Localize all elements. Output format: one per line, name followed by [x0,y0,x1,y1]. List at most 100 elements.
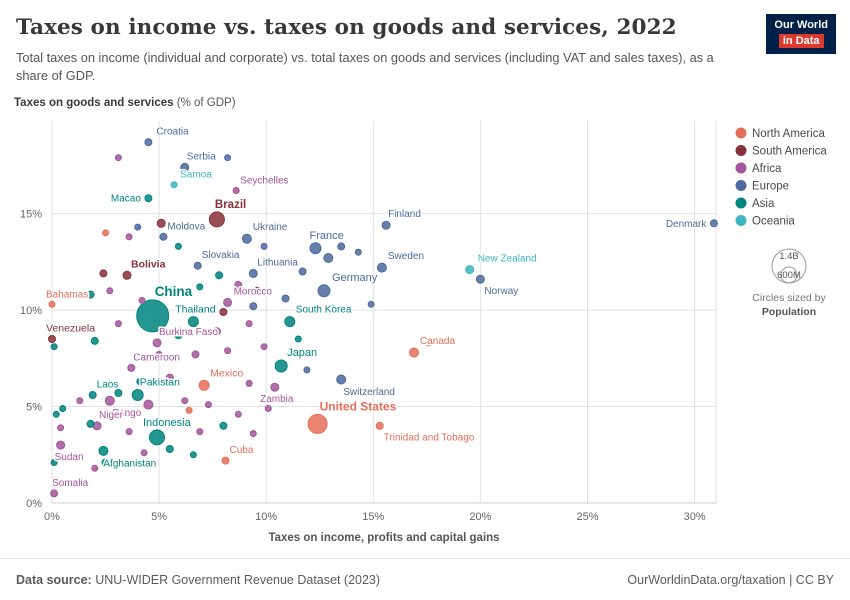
data-point[interactable] [323,252,334,263]
data-point[interactable] [245,319,253,327]
data-point[interactable] [168,287,176,295]
data-point[interactable] [336,374,347,385]
legend-label-as[interactable]: Asia [752,198,775,210]
data-point[interactable] [127,363,136,372]
data-point[interactable] [260,242,268,250]
data-point[interactable] [48,300,56,308]
data-point[interactable] [249,302,258,311]
data-point[interactable] [196,427,204,435]
data-point[interactable] [122,270,132,280]
legend-label-af[interactable]: Africa [752,163,782,175]
data-point[interactable] [307,413,328,434]
data-point[interactable] [174,331,183,340]
legend-label-oc[interactable]: Oceania [752,215,795,227]
data-point[interactable] [354,248,362,256]
data-point[interactable] [475,274,485,284]
data-point[interactable] [212,327,221,336]
data-point[interactable] [189,451,197,459]
data-point[interactable] [134,223,142,231]
data-point[interactable] [260,343,268,351]
data-point[interactable] [90,336,99,345]
legend-label-eu[interactable]: Europe [752,180,789,192]
legend-swatch-as[interactable] [735,197,747,209]
data-point[interactable] [149,429,165,446]
data-point[interactable] [248,268,258,278]
data-point[interactable] [284,315,296,327]
data-point[interactable] [159,232,168,241]
data-point[interactable] [48,334,56,343]
data-point[interactable] [219,307,228,316]
legend-label-na[interactable]: North America [752,128,825,140]
data-point[interactable] [57,424,65,432]
data-point[interactable] [221,456,230,465]
data-point[interactable] [234,410,242,418]
data-point[interactable] [76,397,84,405]
data-point[interactable] [401,433,410,442]
data-point[interactable] [50,343,58,351]
footer-link[interactable]: OurWorldinData.org/taxation | CC BY [627,572,834,587]
data-point[interactable] [104,395,115,406]
data-point[interactable] [165,444,174,453]
data-point[interactable] [309,242,322,255]
data-point[interactable] [152,338,162,348]
data-point[interactable] [136,377,144,385]
data-point[interactable] [281,294,290,303]
data-point[interactable] [241,233,252,244]
data-point[interactable] [50,489,59,498]
data-point[interactable] [709,219,718,228]
data-point[interactable] [367,300,375,308]
data-point[interactable] [270,382,280,392]
scatter-plot[interactable]: 0% 5% 10% 15% 0% 5% 10% 15% 20% 25% 30% Taxes on in… [0,111,850,547]
data-point[interactable] [317,284,331,298]
data-point[interactable] [191,350,200,359]
data-point[interactable] [329,304,337,312]
data-point[interactable] [50,458,58,466]
data-point[interactable] [303,366,311,374]
data-point[interactable] [99,269,108,278]
data-point[interactable] [114,154,122,162]
data-point[interactable] [114,388,123,397]
data-point[interactable] [138,296,146,304]
data-point[interactable] [215,271,224,280]
owid-logo[interactable]: Our World in Data [766,14,836,55]
data-point[interactable] [223,297,233,307]
data-point[interactable] [165,373,174,382]
legend-swatch-oc[interactable] [735,214,747,226]
data-point[interactable] [245,379,253,387]
data-point[interactable] [232,186,240,194]
data-point[interactable] [136,299,170,333]
data-point[interactable] [102,229,109,237]
data-point[interactable] [180,162,190,172]
data-point[interactable] [114,319,122,327]
legend-label-sa[interactable]: South America [752,145,827,157]
data-point[interactable] [274,359,288,373]
data-point[interactable] [219,421,228,430]
data-point[interactable] [144,194,153,203]
data-point[interactable] [91,464,99,472]
data-point[interactable] [253,286,262,295]
data-point[interactable] [234,280,243,289]
data-point[interactable] [198,379,210,391]
data-point[interactable] [156,218,166,228]
data-point[interactable] [106,287,114,295]
data-point[interactable] [381,220,391,230]
data-point[interactable] [59,404,67,412]
data-point[interactable] [187,315,199,327]
data-point[interactable] [143,399,154,410]
data-point[interactable] [125,233,133,241]
data-point[interactable] [264,404,272,412]
data-point[interactable] [204,400,212,408]
data-point[interactable] [193,261,202,270]
data-point[interactable] [185,406,193,414]
data-point[interactable] [337,242,346,251]
data-point[interactable] [98,445,109,456]
data-point[interactable] [409,347,419,358]
data-point[interactable] [465,264,475,274]
data-point[interactable] [88,390,97,399]
data-point[interactable] [125,427,133,435]
data-point[interactable] [249,429,257,437]
data-point[interactable] [298,267,307,276]
data-point[interactable] [196,283,204,291]
data-point[interactable] [208,211,225,228]
data-point[interactable] [56,440,66,450]
